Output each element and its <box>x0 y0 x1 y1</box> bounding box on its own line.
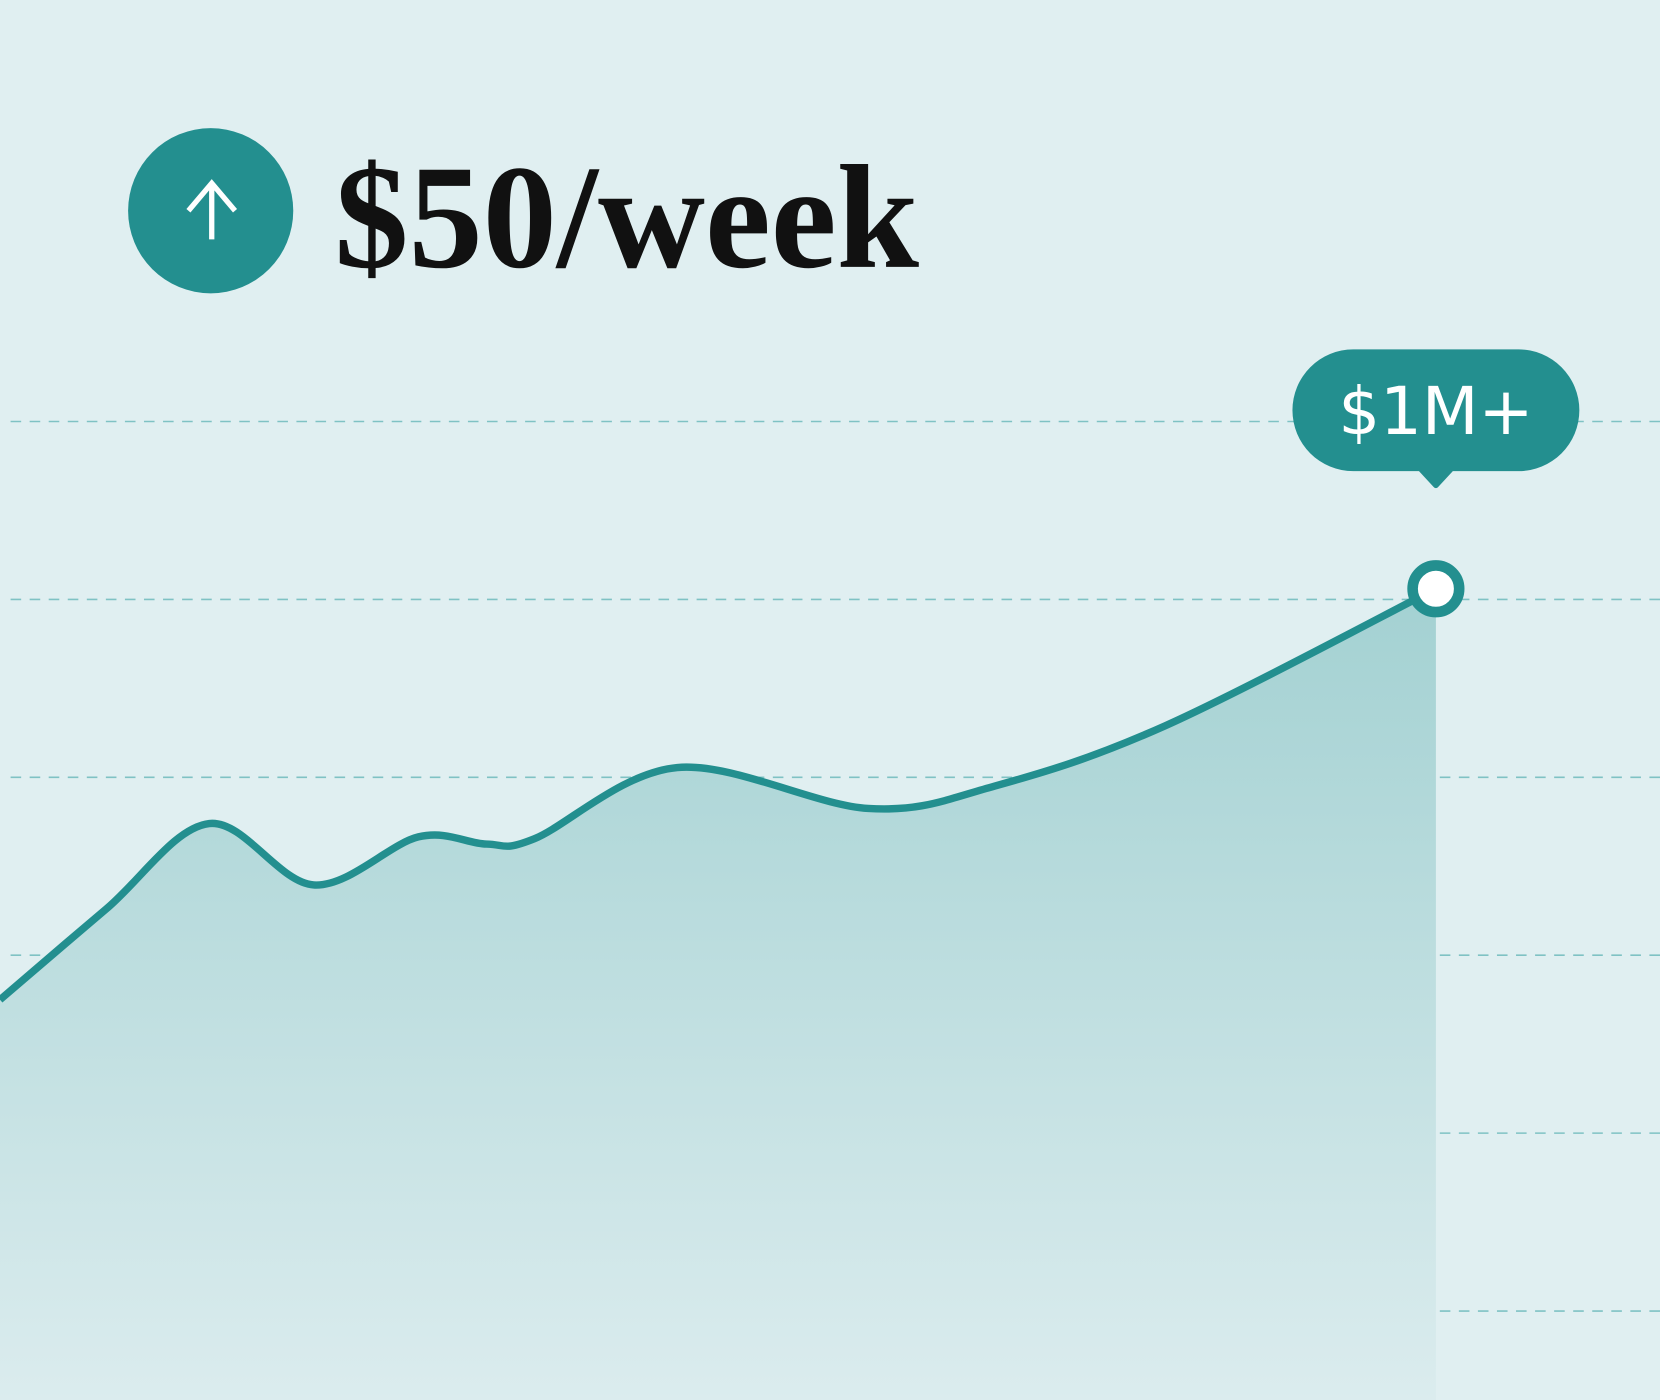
up-arrow <box>186 179 238 240</box>
headline: $50/week <box>335 136 920 300</box>
area-fill <box>0 588 1436 1400</box>
line <box>0 585 1438 1003</box>
tooltip-bubble <box>1292 349 1580 489</box>
end-marker <box>1407 560 1465 618</box>
tooltip-label: $1M+ <box>1338 374 1533 450</box>
